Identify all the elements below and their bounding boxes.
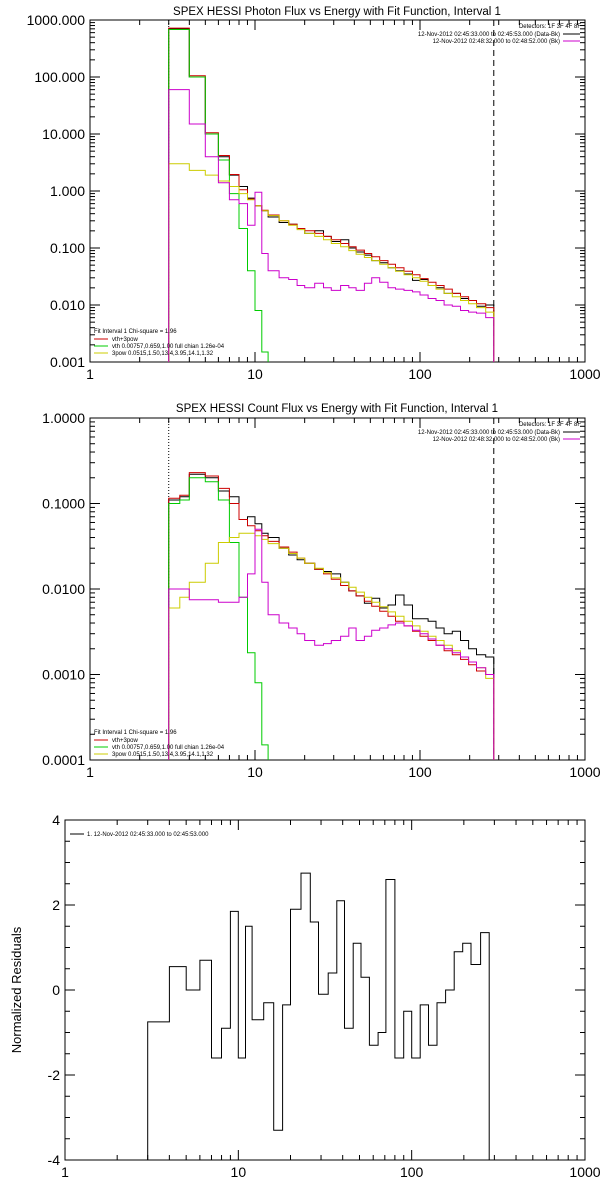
x-tick-label: 10 [231, 1164, 247, 1180]
series-line [168, 29, 269, 362]
legend-left-entry: vth 0.00757,0.659,1.00 full chian 1.26e-… [112, 344, 225, 350]
legend-left-header: Fit Interval 1 Chi-square = 1.96 [94, 730, 177, 736]
chart-title: SPEX HESSI Count Flux vs Energy with Fit… [176, 403, 498, 415]
y-tick-label: 0.001 [50, 354, 85, 370]
legend-right-header: Detectors: 1F 3F 4F 8F [519, 422, 581, 428]
legend-left-header: Fit Interval 1 Chi-square = 1.96 [94, 329, 177, 335]
legend-left-entry: vth 0.00757,0.659,1.00 full chian 1.26e-… [112, 745, 225, 751]
y-tick-label: 1.0000 [42, 410, 85, 426]
plot-marks: 1 10 100 1000 0.0001 0.0010 0.0100 0.1000 1.0000 [42, 410, 600, 780]
plot-marks: 1 10 100 1000 -4 -2 0 2 4 [48, 812, 600, 1180]
y-axis-title: Normalized Residuals [9, 926, 24, 1053]
y-tick-label: 0.100 [50, 240, 85, 256]
y-tick-label: 0.0100 [42, 581, 85, 597]
legend-left-entry: vth+3pow [112, 337, 139, 343]
x-tick-label: 1 [86, 764, 94, 780]
series-line [168, 528, 495, 760]
x-tick-label: 100 [400, 1164, 424, 1180]
series-line [168, 89, 495, 362]
series-line [168, 28, 495, 362]
x-tick-label: 10 [247, 366, 263, 382]
series-line [168, 532, 495, 760]
series-line [168, 473, 495, 760]
y-tick-label: 0.010 [50, 297, 85, 313]
x-tick-label: 1 [86, 366, 94, 382]
chart-title: SPEX HESSI Photon Flux vs Energy with Fi… [173, 6, 501, 18]
legend-right-entry: 12-Nov-2012 02:48:32.000 to 02:48:52.000… [433, 437, 560, 443]
legend-right-entry: 12-Nov-2012 02:48:32.000 to 02:48:52.000… [433, 39, 560, 45]
photon-flux-chart: SPEX HESSI Photon Flux vs Energy with Fi… [27, 6, 600, 382]
plot-frame [89, 417, 586, 761]
count-flux-chart: SPEX HESSI Count Flux vs Energy with Fit… [42, 403, 600, 780]
x-tick-label: 100 [408, 366, 432, 382]
y-tick-label: 100.000 [34, 69, 85, 85]
y-tick-label: 10.000 [42, 126, 85, 142]
legend-entry: 1. 12-Nov-2012 02:45:33.000 to 02:45:53.… [87, 832, 209, 838]
plot-marks: 1 10 100 1000 0.001 0.010 0.100 1.000 10.000 100.… [27, 12, 600, 382]
y-tick-label: 1.000 [50, 183, 85, 199]
y-tick-label: -2 [48, 1067, 61, 1083]
series-line [168, 27, 495, 362]
y-tick-label: 0.0010 [42, 667, 85, 683]
legend-left-entry: 3pow 0.0515,1.50,13.4,3.95,14.1,1.32 [112, 351, 214, 357]
y-tick-label: 1000.000 [27, 12, 86, 28]
legend-left-entry: 3pow 0.0515,1.50,13.4,3.95,14.1,1.32 [112, 752, 214, 758]
x-tick-label: 1000 [569, 1164, 600, 1180]
y-tick-label: 4 [52, 812, 60, 828]
legend-right-entry: 12-Nov-2012 02:45:33.000 to 02:45:53.000… [418, 430, 560, 436]
x-tick-label: 1000 [569, 366, 600, 382]
x-tick-label: 1000 [569, 764, 600, 780]
y-tick-label: 0.1000 [42, 496, 85, 512]
y-tick-label: 0 [52, 982, 60, 998]
plot-frame [64, 819, 586, 1161]
series-line [147, 872, 490, 1160]
series-line [168, 163, 495, 362]
legend-right-header: Detectors: 1F 3F 4F 8F [519, 24, 581, 30]
series-line [168, 477, 269, 760]
x-tick-label: 100 [408, 764, 432, 780]
y-tick-label: 0.0001 [42, 752, 85, 768]
plot-frame [89, 19, 586, 363]
residuals-chart: 1 10 100 1000 -4 -2 0 2 4 Normalized Residuals 1… [9, 812, 600, 1180]
legend-right-entry: 12-Nov-2012 02:45:33.000 to 02:45:53.000… [418, 32, 560, 38]
x-tick-label: 10 [247, 764, 263, 780]
y-tick-label: -4 [48, 1152, 61, 1168]
y-tick-label: 2 [52, 897, 60, 913]
series-line [168, 472, 495, 760]
x-tick-label: 1 [61, 1164, 69, 1180]
legend-left-entry: vth+3pow [112, 738, 139, 744]
